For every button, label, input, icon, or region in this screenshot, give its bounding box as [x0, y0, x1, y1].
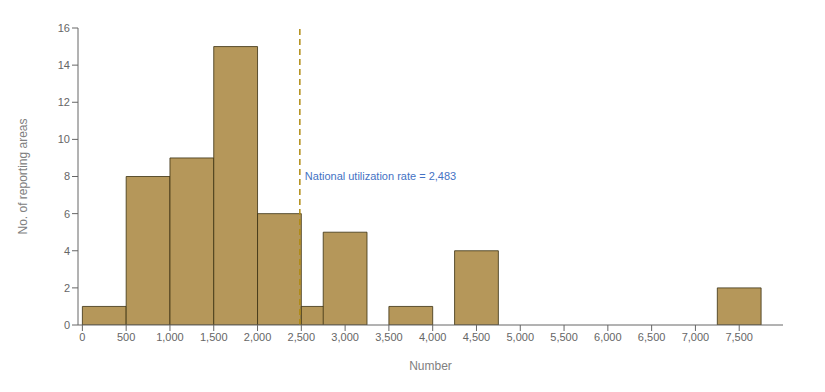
svg-text:2,500: 2,500 — [288, 331, 316, 343]
svg-text:0: 0 — [79, 331, 85, 343]
svg-text:5,500: 5,500 — [550, 331, 578, 343]
svg-text:12: 12 — [58, 96, 70, 108]
svg-text:Number: Number — [409, 359, 452, 373]
svg-text:1,500: 1,500 — [200, 331, 228, 343]
svg-text:8: 8 — [64, 170, 70, 182]
svg-text:4,000: 4,000 — [419, 331, 447, 343]
svg-text:0: 0 — [64, 319, 70, 331]
svg-text:7,000: 7,000 — [682, 331, 710, 343]
svg-text:6,500: 6,500 — [638, 331, 666, 343]
svg-text:7,500: 7,500 — [725, 331, 753, 343]
svg-text:3,000: 3,000 — [331, 331, 359, 343]
svg-text:14: 14 — [58, 59, 70, 71]
svg-text:4,500: 4,500 — [463, 331, 491, 343]
svg-text:10: 10 — [58, 133, 70, 145]
svg-text:National utilization rate = 2,: National utilization rate = 2,483 — [305, 170, 456, 182]
svg-text:16: 16 — [58, 22, 70, 34]
svg-text:6: 6 — [64, 208, 70, 220]
svg-text:4: 4 — [64, 245, 70, 257]
svg-text:No. of reporting areas: No. of reporting areas — [16, 118, 30, 234]
svg-text:500: 500 — [117, 331, 135, 343]
svg-text:6,000: 6,000 — [594, 331, 622, 343]
svg-text:1,000: 1,000 — [156, 331, 184, 343]
svg-text:3,500: 3,500 — [375, 331, 403, 343]
svg-text:5,000: 5,000 — [507, 331, 535, 343]
svg-text:2: 2 — [64, 282, 70, 294]
svg-text:2,000: 2,000 — [244, 331, 272, 343]
